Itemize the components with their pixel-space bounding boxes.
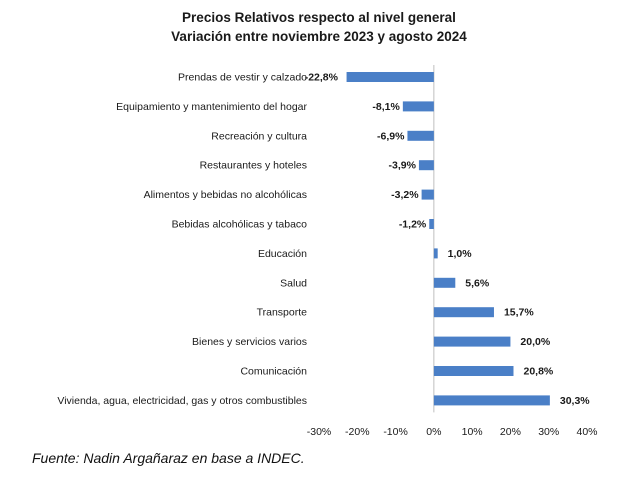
value-label-8: 5,6% [465, 277, 490, 289]
category-label-10: Bienes y servicios varios [192, 336, 307, 348]
bar-2 [402, 101, 434, 112]
value-label-4: -3,9% [388, 160, 416, 172]
category-label-11: Comunicación [240, 366, 307, 378]
category-label-5: Alimentos y bebidas no alcohólicas [144, 189, 307, 201]
x-tick-label-7: 30% [538, 426, 559, 438]
x-tick-label-6: 20% [500, 426, 521, 438]
category-label-2: Equipamiento y mantenimiento del hogar [116, 101, 307, 113]
bar-5 [421, 189, 434, 200]
value-label-10: 20,0% [520, 336, 550, 348]
bar-9 [433, 307, 494, 318]
value-label-12: 30,3% [560, 395, 590, 407]
bar-3 [407, 130, 434, 141]
bar-6 [429, 219, 434, 229]
bar-12 [433, 395, 550, 406]
category-label-1: Prendas de vestir y calzado [178, 72, 307, 84]
x-tick-label-5: 10% [462, 426, 483, 438]
x-tick-label-3: -10% [383, 426, 408, 438]
category-label-7: Educación [258, 248, 307, 260]
category-label-6: Bebidas alcohólicas y tabaco [172, 219, 308, 231]
bar-11 [433, 366, 514, 376]
x-tick-label-1: -30% [307, 426, 332, 438]
x-tick-label-4: 0% [426, 426, 441, 438]
category-label-9: Transporte [257, 307, 308, 319]
value-label-1: -22,8% [305, 72, 339, 84]
bar-1 [346, 72, 434, 82]
chart-title-line-2: Variación entre noviembre 2023 y agosto … [171, 29, 467, 44]
bar-4 [418, 160, 434, 171]
x-tick-label-2: -20% [345, 426, 370, 438]
category-label-4: Restaurantes y hoteles [200, 160, 307, 172]
value-label-3: -6,9% [377, 130, 405, 142]
category-label-3: Recreación y cultura [211, 130, 307, 142]
category-label-12: Vivienda, agua, electricidad, gas y otro… [57, 395, 307, 407]
value-label-2: -8,1% [372, 101, 400, 113]
value-label-6: -1,2% [399, 219, 427, 231]
bar-8 [433, 277, 456, 288]
x-tick-label-8: 40% [576, 426, 597, 438]
value-label-5: -3,2% [391, 189, 419, 201]
value-label-7: 1,0% [448, 248, 473, 260]
category-label-8: Salud [280, 277, 307, 289]
source-note: Fuente: Nadin Argañaraz en base a INDEC. [32, 450, 305, 466]
bar-10 [433, 336, 511, 347]
bar-7 [433, 248, 438, 259]
value-label-11: 20,8% [523, 366, 553, 378]
value-label-9: 15,7% [504, 307, 534, 319]
chart-title-line-1: Precios Relativos respecto al nivel gene… [182, 10, 456, 25]
chart-title: Precios Relativos respecto al nivel gene… [0, 8, 638, 46]
